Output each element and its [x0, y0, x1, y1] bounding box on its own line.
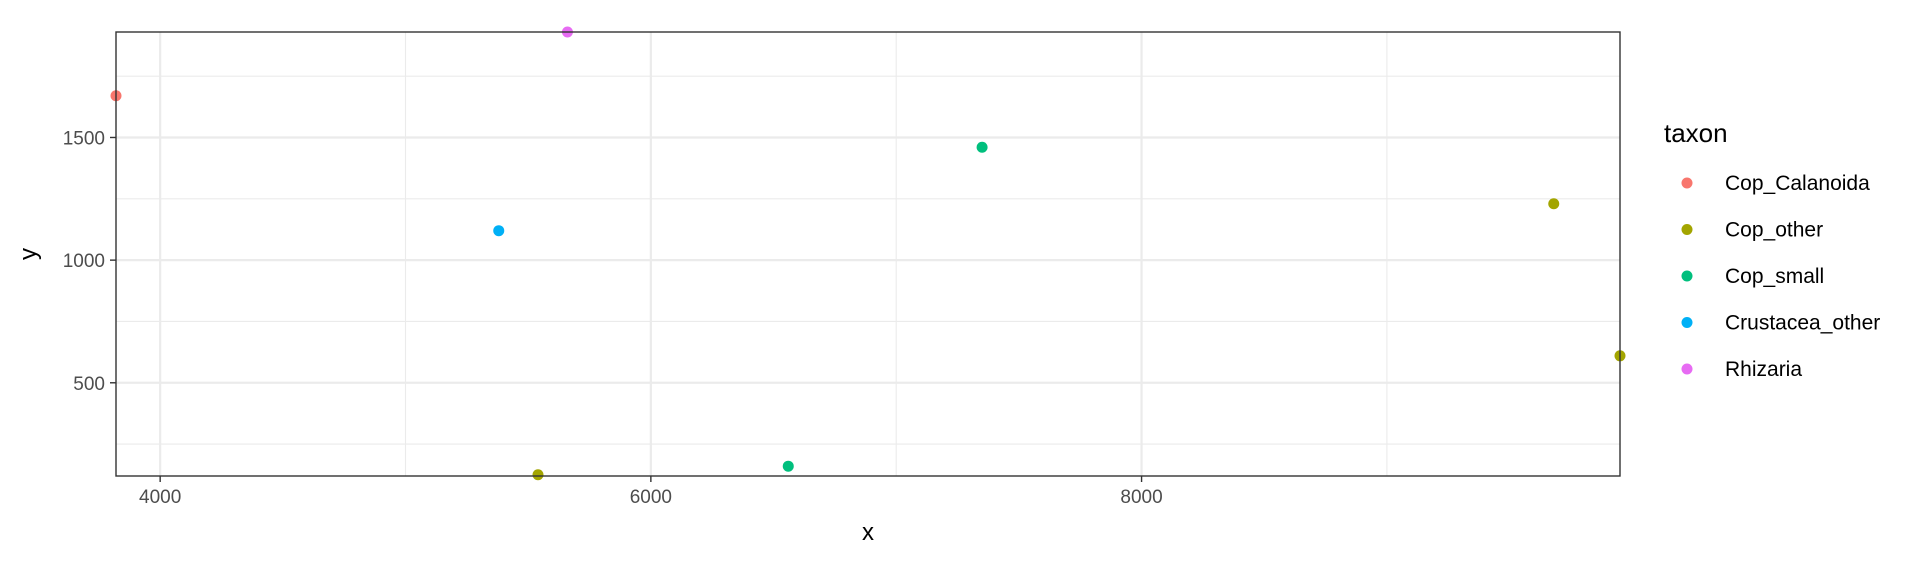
legend-key	[1681, 224, 1693, 235]
y-tick-label: 1500	[63, 128, 105, 149]
data-point	[532, 469, 544, 481]
x-axis-title: x	[862, 519, 874, 546]
major-gridlines	[116, 32, 1620, 476]
legend-key	[1681, 317, 1693, 328]
legend-label: Rhizaria	[1725, 358, 1802, 381]
legend-label: Cop_small	[1725, 265, 1824, 288]
y-axis-title: y	[15, 248, 42, 260]
legend-label: Cop_other	[1725, 219, 1823, 242]
legend-items: Cop_Calanoida Cop_other Cop_small Crustacea…	[1681, 172, 1880, 381]
minor-gridlines	[116, 32, 1620, 476]
data-point	[493, 225, 505, 237]
legend-label: Crustacea_other	[1725, 312, 1880, 335]
y-tick-label: 1000	[63, 251, 105, 272]
legend-key	[1681, 363, 1693, 375]
legend-key	[1681, 270, 1693, 282]
plot-panel-background	[116, 32, 1620, 476]
legend-label: Cop_Calanoida	[1725, 172, 1870, 195]
x-tick-label: 6000	[630, 487, 672, 508]
x-tick-label: 8000	[1120, 487, 1162, 508]
legend-key	[1681, 177, 1693, 189]
legend-title: taxon	[1664, 118, 1728, 148]
data-point	[976, 141, 988, 153]
legend: taxon Cop_Calanoida Cop_other Cop_small Cru…	[1664, 118, 1880, 381]
y-tick-label: 500	[73, 374, 105, 395]
data-point	[1548, 198, 1560, 210]
data-point	[782, 460, 794, 472]
y-axis-ticks: 500 1000 1500	[63, 128, 116, 395]
plot-panel-border	[115, 31, 1621, 477]
x-axis-ticks: 4000 6000 8000	[139, 476, 1163, 508]
x-tick-label: 4000	[139, 487, 181, 508]
